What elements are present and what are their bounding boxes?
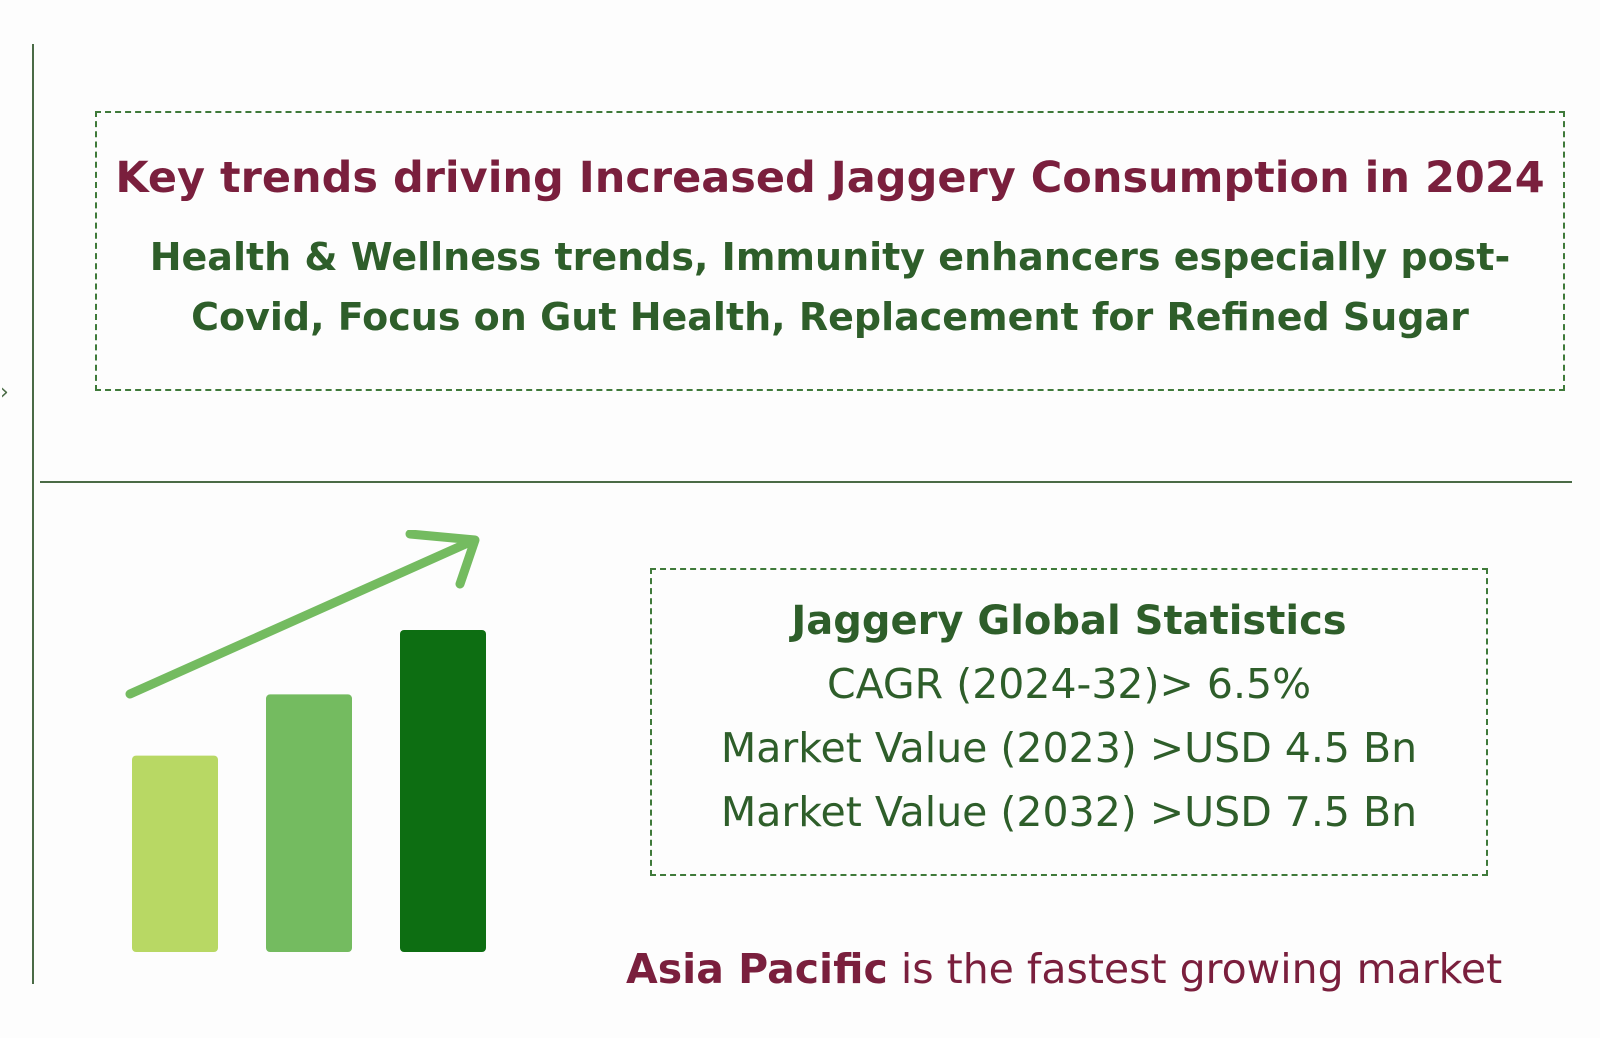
section-divider [40, 481, 1572, 483]
stat-market-value-2023: Market Value (2023) >USD 4.5 Bn [720, 724, 1418, 772]
fastest-market-note: Asia Pacific is the fastest growing mark… [626, 945, 1502, 993]
left-edge-arrow-icon: › [0, 380, 9, 405]
stat-market-value-2032: Market Value (2032) >USD 7.5 Bn [720, 788, 1418, 836]
trends-description: Health & Wellness trends, Immunity enhan… [149, 235, 1511, 339]
growth-bar-1 [132, 755, 218, 952]
statistics-panel: Jaggery Global Statistics CAGR (2024-32)… [650, 568, 1488, 876]
statistics-title: Jaggery Global Statistics [791, 598, 1347, 644]
trends-panel: Key trends driving Increased Jaggery Con… [95, 111, 1565, 391]
region-name: Asia Pacific [626, 945, 888, 993]
growth-arrow-icon [125, 530, 480, 699]
stat-cagr: CAGR (2024-32)> 6.5% [826, 660, 1312, 708]
fastest-market-text: is the fastest growing market [887, 945, 1503, 993]
growth-chart-icon [125, 530, 486, 952]
growth-bar-3 [400, 630, 486, 952]
growth-bar-2 [266, 694, 352, 952]
growth-bars [132, 630, 486, 952]
left-vertical-rule [32, 44, 34, 984]
trends-title: Key trends driving Increased Jaggery Con… [115, 153, 1545, 203]
